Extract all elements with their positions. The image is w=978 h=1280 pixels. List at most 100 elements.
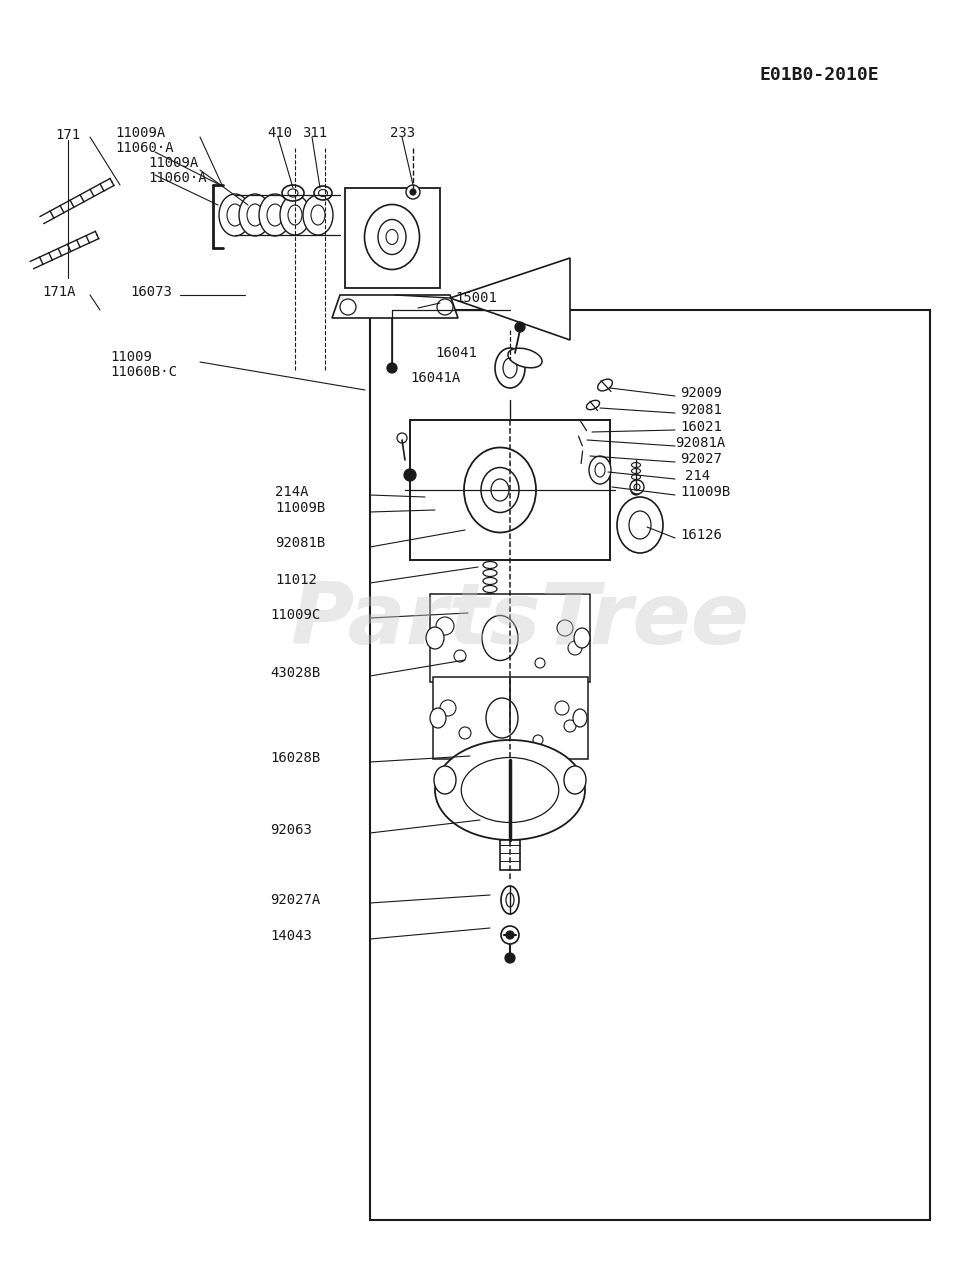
Ellipse shape xyxy=(482,585,497,593)
Text: 16126: 16126 xyxy=(680,529,721,541)
Ellipse shape xyxy=(480,467,518,512)
Ellipse shape xyxy=(573,628,590,648)
Ellipse shape xyxy=(378,219,406,255)
Ellipse shape xyxy=(219,195,250,236)
Circle shape xyxy=(410,189,416,195)
Circle shape xyxy=(459,727,470,739)
Circle shape xyxy=(631,485,641,495)
Ellipse shape xyxy=(491,479,509,500)
Text: 16073: 16073 xyxy=(130,285,172,300)
Text: 11009B: 11009B xyxy=(275,500,325,515)
Text: 92063: 92063 xyxy=(270,823,312,837)
Text: 11060B·C: 11060B·C xyxy=(110,365,177,379)
Ellipse shape xyxy=(425,627,444,649)
Bar xyxy=(429,594,590,682)
Ellipse shape xyxy=(495,348,524,388)
Ellipse shape xyxy=(259,195,290,236)
Text: 92009: 92009 xyxy=(680,387,721,401)
Circle shape xyxy=(534,658,545,668)
Text: PartsTree: PartsTree xyxy=(290,579,749,662)
Ellipse shape xyxy=(616,497,662,553)
Ellipse shape xyxy=(302,195,333,236)
Circle shape xyxy=(532,735,543,745)
Ellipse shape xyxy=(433,765,456,794)
Ellipse shape xyxy=(464,448,535,532)
Ellipse shape xyxy=(506,893,513,908)
Ellipse shape xyxy=(482,562,497,568)
Text: 92027A: 92027A xyxy=(270,893,320,908)
Ellipse shape xyxy=(631,475,640,480)
Ellipse shape xyxy=(572,709,587,727)
Text: 171: 171 xyxy=(55,128,80,142)
Ellipse shape xyxy=(364,205,419,270)
Ellipse shape xyxy=(482,577,497,585)
Ellipse shape xyxy=(314,186,332,200)
Circle shape xyxy=(567,641,581,655)
Ellipse shape xyxy=(586,401,599,410)
Circle shape xyxy=(454,650,466,662)
Circle shape xyxy=(386,364,397,372)
Ellipse shape xyxy=(434,740,585,840)
Circle shape xyxy=(563,719,575,732)
Ellipse shape xyxy=(595,463,604,477)
Text: 233: 233 xyxy=(389,125,415,140)
Circle shape xyxy=(506,931,513,940)
Circle shape xyxy=(634,484,640,490)
Text: 11012: 11012 xyxy=(275,573,317,588)
Ellipse shape xyxy=(288,205,301,225)
Text: 171A: 171A xyxy=(42,285,75,300)
Ellipse shape xyxy=(563,765,586,794)
Ellipse shape xyxy=(589,456,610,484)
Ellipse shape xyxy=(628,511,650,539)
Circle shape xyxy=(482,596,497,611)
Ellipse shape xyxy=(318,189,328,197)
Text: 92081A: 92081A xyxy=(674,436,725,451)
Text: 311: 311 xyxy=(301,125,327,140)
Text: 11060·A: 11060·A xyxy=(148,172,206,186)
Circle shape xyxy=(439,700,456,716)
Text: 11009: 11009 xyxy=(110,349,152,364)
Bar xyxy=(410,420,609,561)
Circle shape xyxy=(339,300,356,315)
Ellipse shape xyxy=(576,421,589,430)
Ellipse shape xyxy=(631,468,640,474)
Text: 11009A: 11009A xyxy=(148,156,199,170)
Ellipse shape xyxy=(631,462,640,467)
Circle shape xyxy=(505,954,514,963)
Ellipse shape xyxy=(482,594,497,600)
Ellipse shape xyxy=(574,451,589,461)
Ellipse shape xyxy=(508,348,542,367)
Circle shape xyxy=(514,323,524,332)
Text: E01B0-2010E: E01B0-2010E xyxy=(759,67,878,84)
Text: 43028B: 43028B xyxy=(270,666,320,680)
Ellipse shape xyxy=(485,698,517,739)
Circle shape xyxy=(555,701,568,716)
Bar xyxy=(432,677,588,759)
Text: 16028B: 16028B xyxy=(270,751,320,765)
Ellipse shape xyxy=(227,204,243,227)
Circle shape xyxy=(630,480,644,494)
Ellipse shape xyxy=(461,758,558,823)
Text: 16021: 16021 xyxy=(680,420,721,434)
Ellipse shape xyxy=(631,480,640,485)
Text: 15001: 15001 xyxy=(455,291,497,305)
Text: 11009C: 11009C xyxy=(270,608,320,622)
Ellipse shape xyxy=(501,886,518,914)
Polygon shape xyxy=(450,259,569,340)
Circle shape xyxy=(435,617,454,635)
Ellipse shape xyxy=(282,186,304,201)
Text: 11009B: 11009B xyxy=(680,485,730,499)
Text: 11060·A: 11060·A xyxy=(114,141,173,155)
Text: 214A: 214A xyxy=(275,485,308,499)
Ellipse shape xyxy=(239,195,271,236)
Text: 214: 214 xyxy=(685,468,709,483)
Ellipse shape xyxy=(482,570,497,576)
Ellipse shape xyxy=(311,205,325,225)
Circle shape xyxy=(501,925,518,945)
Circle shape xyxy=(404,468,416,481)
Text: 16041: 16041 xyxy=(434,346,476,360)
Bar xyxy=(370,310,929,1220)
Circle shape xyxy=(556,620,572,636)
Ellipse shape xyxy=(503,358,516,378)
Text: 11009A: 11009A xyxy=(114,125,165,140)
